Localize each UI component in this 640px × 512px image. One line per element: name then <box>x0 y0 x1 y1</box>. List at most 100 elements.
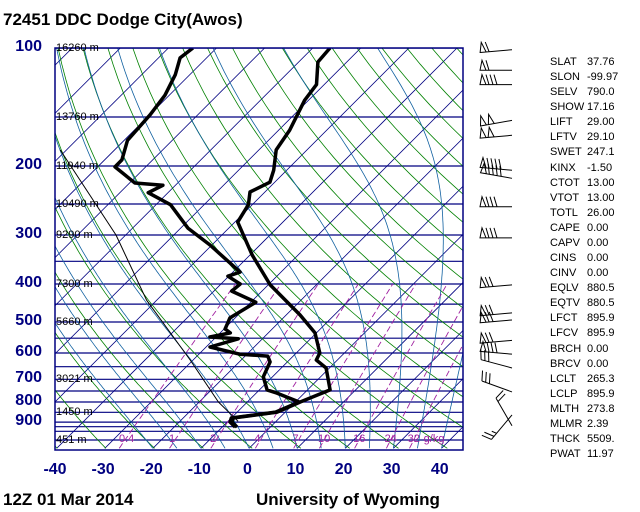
index-value: 0.00 <box>587 267 609 280</box>
index-name: SHOW <box>550 101 585 114</box>
isotherm-line <box>200 185 463 449</box>
station-index-row: SELV 790.0 <box>550 86 615 98</box>
station-index-row: SLAT 37.76 <box>550 56 615 68</box>
mixing-ratio-label: 16 <box>353 433 366 445</box>
index-value: 273.8 <box>587 402 615 415</box>
moist-adiabat-line <box>441 351 463 449</box>
station-index-row: BRCH 0.00 <box>550 343 608 355</box>
parcel-path-line <box>59 149 239 422</box>
moist-adiabat-line <box>55 245 202 449</box>
index-name: SELV <box>550 86 578 99</box>
dry-adiabat-line <box>232 48 463 309</box>
height-label: 7300 m <box>56 278 93 290</box>
index-name: LCLT <box>550 372 577 385</box>
index-value: 880.5 <box>587 282 615 295</box>
index-name: BRCV <box>550 357 581 370</box>
mixing-ratio-label: 4 <box>254 433 261 445</box>
isotherm-line <box>55 48 313 307</box>
mixing-ratio-line <box>210 283 319 449</box>
isotherm-line <box>55 48 410 403</box>
pressure-tick-label: 500 <box>15 311 42 329</box>
isotherm-line <box>56 48 458 449</box>
moist-adiabat-line <box>377 48 444 449</box>
index-value: 895.9 <box>587 327 615 340</box>
wind-barb <box>481 414 513 440</box>
moist-adiabat-line <box>83 48 298 449</box>
mixing-ratio-line <box>409 343 463 449</box>
index-value: 11.97 <box>587 448 614 461</box>
dry-adiabat-line <box>55 389 107 449</box>
index-name: MLTH <box>550 402 580 415</box>
height-label: 9290 m <box>56 229 93 242</box>
isotherm-line <box>345 330 463 449</box>
isotherm-line <box>55 48 73 66</box>
isotherm-line <box>393 378 463 449</box>
wind-barb <box>479 310 513 324</box>
index-value: 880.5 <box>587 297 615 310</box>
wind-barb <box>479 339 513 355</box>
wind-barb <box>479 331 513 344</box>
wind-barb <box>479 40 513 54</box>
station-index-row: LCLT 265.3 <box>550 373 615 385</box>
station-index-row: EQLV 880.5 <box>550 282 615 294</box>
plot-frame <box>54 47 464 451</box>
station-index-row: VTOT 13.00 <box>550 192 615 204</box>
temperature-tick-label: -40 <box>43 461 67 478</box>
dry-adiabat-line <box>57 48 350 449</box>
temperature-tick-label: 10 <box>286 461 305 478</box>
index-value: 2.39 <box>587 417 609 430</box>
mixing-ratio-line <box>118 283 236 449</box>
wind-barb <box>479 194 512 208</box>
index-name: LFCV <box>550 327 579 340</box>
index-value: 5509. <box>587 433 615 445</box>
isotherm-line <box>104 89 463 449</box>
wind-barb <box>479 72 512 86</box>
dewpoint-profile-line <box>113 48 301 429</box>
pressure-tick-label: 600 <box>15 343 42 361</box>
index-name: SLON <box>550 71 580 84</box>
index-value: -1.50 <box>587 161 613 174</box>
dry-adiabat-line <box>207 48 463 338</box>
pressure-tick-label: 700 <box>15 369 42 387</box>
chart-title: 72451 DDC Dodge City(Awos) <box>3 10 243 29</box>
index-name: LFCT <box>550 312 578 325</box>
pressure-tick-label: 100 <box>15 38 42 55</box>
isotherm-line <box>55 48 169 162</box>
station-index-row: CAPV 0.00 <box>550 237 608 249</box>
observation-time: 12Z 01 Mar 2014 <box>3 490 134 509</box>
station-index-row: CTOT 13.00 <box>550 177 615 189</box>
index-name: LCLP <box>550 387 578 400</box>
dry-adiabat-line <box>55 331 155 449</box>
dry-adiabat-line <box>55 445 58 449</box>
temperature-tick-label: 30 <box>382 461 401 478</box>
dry-adiabat-line <box>55 206 253 449</box>
index-value: 0.00 <box>587 221 609 234</box>
wind-barb <box>479 275 513 289</box>
index-name: KINX <box>550 161 576 174</box>
isotherm-line <box>152 137 463 449</box>
index-value: 0.00 <box>587 236 609 249</box>
mixing-ratio-line <box>385 305 463 449</box>
height-label: 5660 m <box>56 315 93 328</box>
dry-adiabat-line <box>157 48 463 398</box>
station-index-row: EQTV 880.5 <box>550 297 615 309</box>
data-source: University of Wyoming <box>256 490 440 509</box>
wind-barb <box>479 125 513 139</box>
index-value: 37.76 <box>587 56 615 68</box>
height-label: 13760 m <box>56 111 99 124</box>
mixing-ratio-label: 1 <box>169 433 176 445</box>
pressure-tick-label: 900 <box>15 412 42 430</box>
mixing-ratio-line <box>254 283 359 449</box>
index-name: LFTV <box>550 131 577 144</box>
mixing-ratio-line <box>354 283 448 449</box>
moist-adiabat-line <box>55 134 250 449</box>
dry-adiabat-line <box>132 48 463 428</box>
index-value: 790.0 <box>587 86 615 99</box>
dry-adiabat-line <box>55 131 302 449</box>
moist-adiabat-line <box>159 48 346 449</box>
pressure-tick-label: 300 <box>15 225 42 243</box>
temperature-tick-label: 0 <box>242 461 252 478</box>
index-name: THCK <box>550 433 580 445</box>
wind-barb <box>479 58 512 71</box>
